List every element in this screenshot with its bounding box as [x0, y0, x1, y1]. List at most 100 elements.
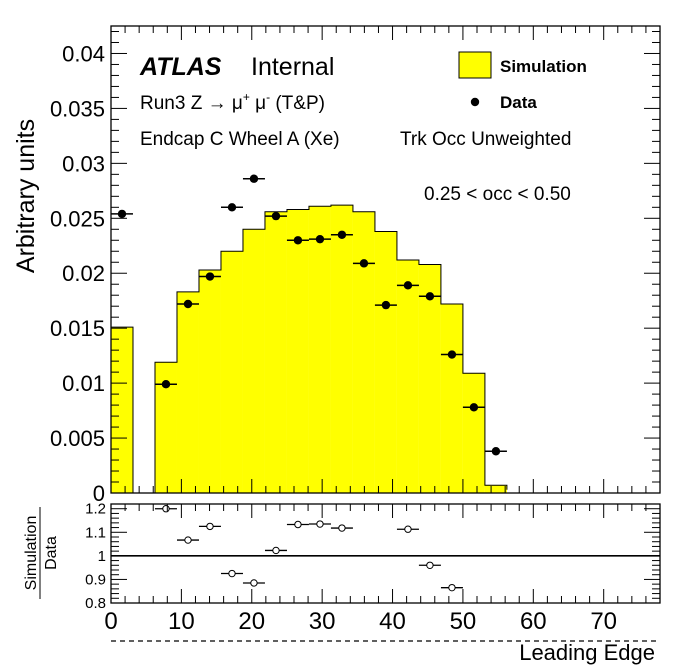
occupancy-range-label: 0.25 < occ < 0.50 — [424, 184, 571, 205]
data-point — [359, 259, 369, 268]
simulation-bar — [462, 373, 485, 493]
main-plot: 0 0.005 0.01 0.015 0.02 0.025 0.03 0.035 0.04 Ar… — [12, 25, 661, 506]
ratio-y-tick-label: 1.2 — [85, 501, 106, 518]
legend-simulation-label: Simulation — [500, 57, 587, 76]
internal-label: Internal — [251, 53, 334, 81]
data-point — [271, 211, 281, 221]
ratio-plot-area — [111, 505, 660, 592]
ratio-point — [250, 579, 258, 587]
data-point — [469, 403, 479, 412]
main-y-tick-label: 0.04 — [62, 41, 105, 66]
ratio-plot: 0.8 0.9 1 1.1 1.2 0 10 20 30 40 50 60 70 Simulation… — [23, 501, 661, 665]
data-point — [425, 292, 435, 301]
data-point — [161, 380, 171, 389]
ratio-ticks — [110, 503, 661, 604]
simulation-bar — [154, 362, 177, 493]
ratio-x-tick-label: 20 — [238, 608, 265, 635]
ratio-x-tick-label: 0 — [104, 608, 117, 635]
ratio-point — [272, 546, 280, 555]
ratio-point — [316, 520, 324, 528]
main-y-tick-label: 0.03 — [62, 151, 105, 176]
main-ticks — [110, 26, 661, 494]
ratio-point — [206, 522, 214, 531]
ratio-point — [448, 583, 456, 592]
ratio-point — [426, 561, 434, 569]
simulation-bar — [242, 229, 265, 493]
x-axis-label: Leading Edge — [519, 640, 655, 665]
main-y-tick-label: 0.035 — [50, 96, 105, 121]
ratio-x-tick-label: 50 — [450, 608, 477, 635]
data-point — [249, 174, 259, 183]
data-point — [183, 299, 193, 309]
simulation-bar — [440, 304, 463, 493]
weighting-label: Trk Occ Unweighted — [400, 129, 571, 150]
legend-data-label: Data — [500, 93, 537, 112]
main-plot-area — [110, 174, 508, 494]
simulation-bar — [220, 251, 243, 493]
legend-simulation-swatch — [458, 51, 492, 79]
ratio-y-tick-label: 1 — [98, 548, 106, 565]
simulation-bar — [198, 269, 221, 493]
simulation-bar — [484, 485, 507, 493]
simulation-bar — [418, 264, 441, 493]
ratio-x-tick-label: 40 — [379, 608, 406, 635]
process-arrow: → — [208, 93, 227, 114]
ratio-y-label: Simulation Data — [23, 507, 60, 599]
process-suffix: (T&P) — [270, 93, 325, 114]
ratio-point — [338, 524, 346, 532]
ratio-x-tick-label: 70 — [590, 608, 617, 635]
ratio-point — [184, 536, 192, 544]
simulation-bar — [308, 206, 331, 493]
simulation-bar — [111, 327, 133, 493]
ratio-denominator-label: Data — [43, 536, 60, 570]
ratio-y-tick-labels: 0.8 0.9 1 1.1 1.2 — [85, 501, 106, 612]
simulation-bar — [264, 211, 287, 493]
ratio-point — [404, 525, 412, 533]
ratio-point — [162, 505, 170, 513]
ratio-y-tick-label: 0.8 — [85, 595, 106, 612]
data-point — [337, 230, 347, 239]
legend-data-marker — [470, 97, 480, 107]
ratio-x-tick-label: 10 — [168, 608, 195, 635]
simulation-bar — [396, 260, 419, 493]
y-axis-label: Arbitrary units — [12, 119, 40, 273]
data-point — [381, 300, 391, 310]
simulation-outline — [110, 204, 508, 494]
process-sup-plus: + — [243, 90, 250, 104]
process-prefix: Run3 Z — [140, 93, 208, 114]
ratio-plot-frame — [110, 503, 661, 604]
ratio-y-tick-label: 0.9 — [85, 571, 106, 588]
data-point — [447, 350, 457, 359]
annotations: ATLAS Internal Run3 Z → μ+ μ- (T&P) Endc… — [139, 53, 571, 205]
process-mu-minus: μ — [250, 93, 266, 114]
simulation-bar — [176, 291, 199, 493]
ratio-numerator-label: Simulation — [23, 516, 40, 591]
ratio-x-tick-labels: 0 10 20 30 40 50 60 70 — [104, 608, 617, 635]
main-y-tick-label: 0 — [93, 481, 105, 506]
main-y-tick-labels: 0 0.005 0.01 0.015 0.02 0.025 0.03 0.035 0.04 — [50, 41, 105, 506]
process-mu-plus: μ — [227, 93, 243, 114]
simulation-bar — [330, 205, 353, 494]
main-y-tick-label: 0.015 — [50, 316, 105, 341]
data-point — [227, 203, 237, 212]
atlas-label: ATLAS — [139, 53, 222, 81]
data-point — [403, 281, 413, 290]
data-point — [315, 234, 325, 244]
process-label: Run3 Z → μ+ μ- (T&P) — [140, 90, 325, 114]
main-y-tick-label: 0.02 — [62, 261, 105, 286]
data-point — [293, 236, 303, 245]
main-y-tick-label: 0.005 — [50, 426, 105, 451]
ratio-y-tick-label: 1.1 — [85, 524, 106, 541]
simulation-bar — [286, 209, 309, 493]
legend: Simulation Data — [458, 51, 587, 112]
ratio-point — [228, 569, 236, 578]
data-point — [117, 209, 127, 219]
simulation-bar — [374, 231, 397, 494]
ratio-point — [294, 520, 302, 529]
detector-label: Endcap C Wheel A (Xe) — [140, 129, 340, 150]
main-y-tick-label: 0.01 — [62, 371, 105, 396]
main-y-tick-label: 0.025 — [50, 206, 105, 231]
ratio-x-tick-label: 30 — [309, 608, 336, 635]
data-point — [205, 272, 215, 281]
